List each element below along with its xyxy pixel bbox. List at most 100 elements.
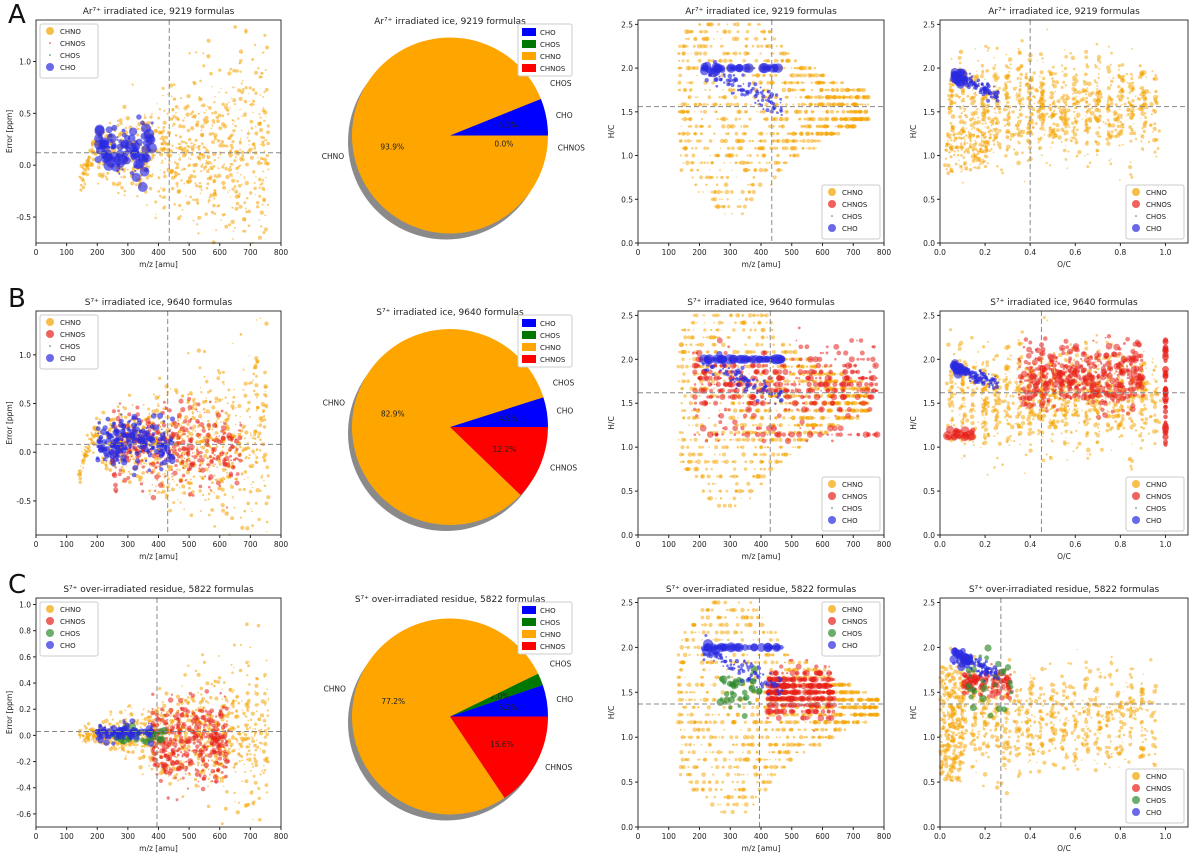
- data-point: [221, 476, 225, 480]
- data-point: [217, 173, 222, 178]
- data-point: [783, 81, 786, 84]
- data-point: [221, 398, 224, 401]
- x-tick-label: 600: [213, 248, 228, 257]
- data-point: [996, 90, 1000, 93]
- data-point: [1055, 123, 1060, 128]
- data-point: [1005, 130, 1009, 134]
- data-point: [245, 196, 249, 200]
- data-point: [163, 472, 167, 475]
- data-point: [705, 66, 713, 74]
- data-point: [789, 146, 795, 151]
- pie-outer-label-chno: CHNO: [322, 152, 344, 161]
- data-point: [969, 145, 972, 149]
- data-point: [1073, 128, 1075, 130]
- data-point: [680, 169, 683, 171]
- data-point: [816, 95, 821, 100]
- data-point: [978, 147, 983, 152]
- data-point: [150, 155, 155, 160]
- data-point: [726, 51, 730, 56]
- data-point: [213, 159, 217, 162]
- data-point: [969, 122, 975, 128]
- data-point: [170, 473, 173, 475]
- data-point: [1016, 126, 1020, 131]
- data-point: [123, 415, 128, 420]
- data-point: [969, 143, 972, 146]
- data-point: [212, 457, 216, 461]
- data-point: [185, 148, 189, 152]
- data-point: [960, 142, 962, 144]
- data-point: [686, 109, 691, 114]
- data-point: [1001, 171, 1004, 175]
- data-point: [149, 115, 153, 119]
- data-point: [225, 506, 229, 509]
- data-point: [841, 109, 846, 114]
- data-point: [1060, 140, 1063, 144]
- data-point: [235, 472, 240, 476]
- data-point: [736, 30, 740, 34]
- data-point: [1077, 150, 1082, 155]
- data-point: [196, 410, 199, 413]
- data-point: [1018, 94, 1022, 98]
- data-point: [712, 38, 715, 40]
- data-point: [1049, 91, 1054, 95]
- data-point: [225, 174, 230, 180]
- data-point: [989, 136, 992, 139]
- data-point: [1102, 120, 1105, 123]
- data-point: [780, 124, 785, 129]
- data-point: [1016, 131, 1021, 136]
- data-point: [157, 176, 161, 180]
- data-point: [982, 118, 986, 122]
- data-point: [1118, 97, 1123, 102]
- data-point: [962, 126, 965, 129]
- data-point: [83, 172, 87, 175]
- data-point: [131, 172, 141, 182]
- data-point: [231, 206, 234, 209]
- data-point: [175, 451, 180, 456]
- data-point: [987, 109, 990, 113]
- data-point: [259, 317, 262, 319]
- data-point: [707, 124, 712, 129]
- data-point: [191, 493, 195, 497]
- data-point: [241, 52, 243, 54]
- data-point: [178, 135, 183, 139]
- data-point: [241, 154, 245, 158]
- data-point: [1064, 125, 1068, 129]
- data-point: [843, 116, 848, 122]
- data-point: [247, 407, 251, 411]
- data-point: [257, 431, 262, 436]
- data-point: [169, 388, 172, 390]
- data-point: [962, 111, 964, 113]
- scatter-plot-0: 0 100 200 300 400 500 600 700 800-0.50.00.51.0Ar…: [5, 7, 288, 269]
- data-point: [1157, 129, 1161, 133]
- data-point: [216, 139, 221, 143]
- data-point: [174, 167, 177, 170]
- data-point: [1006, 66, 1010, 69]
- data-point: [721, 198, 723, 201]
- data-point: [1034, 87, 1039, 93]
- data-point: [202, 407, 206, 411]
- legend-marker-cho: [1132, 224, 1140, 232]
- data-point: [108, 121, 112, 125]
- data-point: [266, 141, 270, 146]
- data-point: [976, 152, 979, 155]
- data-point: [1038, 146, 1043, 150]
- data-point: [982, 159, 986, 163]
- data-point: [248, 489, 253, 494]
- data-point: [742, 83, 745, 85]
- data-point: [248, 144, 250, 146]
- data-point: [1108, 77, 1110, 79]
- data-point: [1006, 144, 1011, 150]
- data-point: [1018, 108, 1022, 112]
- data-point: [742, 124, 747, 129]
- data-point: [113, 482, 118, 488]
- legend-label-chos: CHOS: [60, 52, 81, 60]
- data-point: [828, 81, 830, 84]
- x-tick-label: 700: [243, 248, 258, 257]
- data-point: [824, 125, 827, 128]
- data-point: [129, 473, 131, 475]
- data-point: [1073, 110, 1076, 113]
- data-point: [183, 140, 186, 144]
- data-point: [201, 152, 205, 156]
- data-point: [240, 82, 243, 85]
- data-point: [847, 95, 851, 99]
